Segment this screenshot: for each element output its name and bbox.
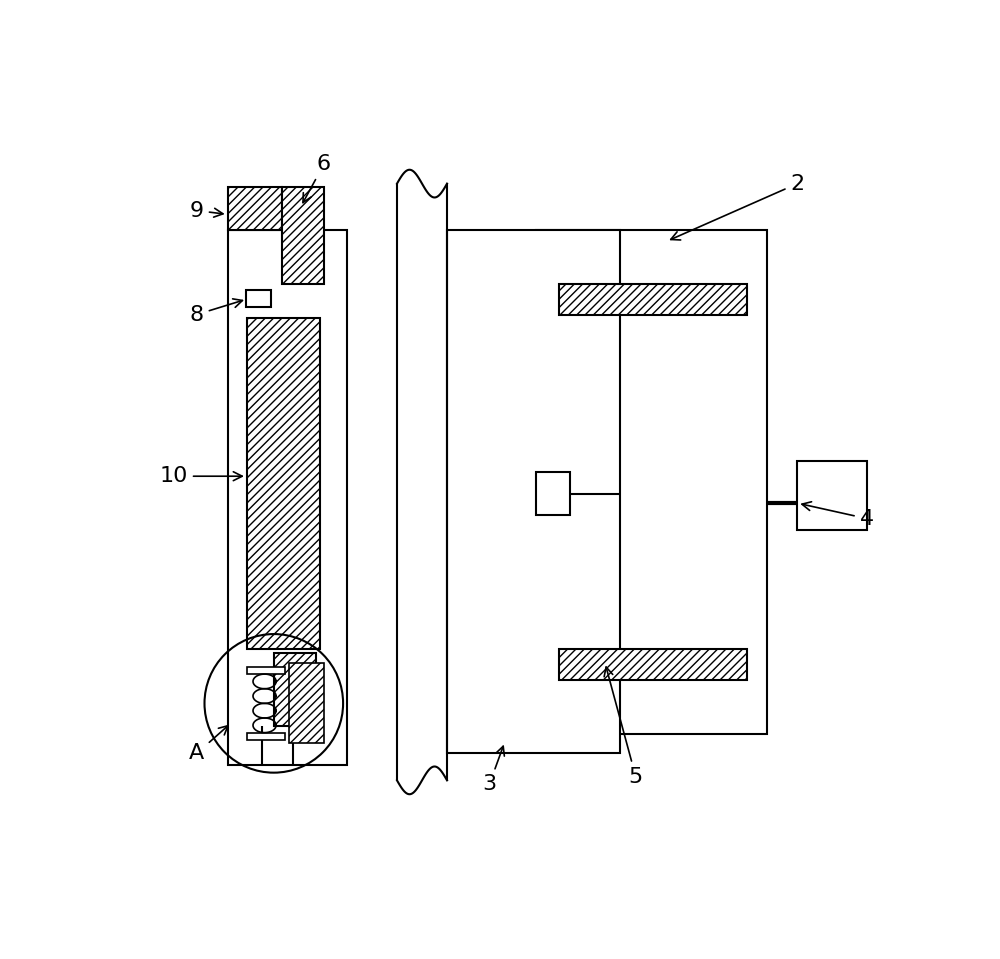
Bar (282, 187, 324, 284)
Text: 4: 4 (802, 502, 874, 528)
Text: 9: 9 (190, 200, 223, 221)
Bar (536, 230, 767, 735)
Bar (289, 664, 324, 743)
Bar (536, 473, 570, 515)
Text: 3: 3 (482, 746, 504, 794)
Bar (559, 284, 747, 315)
Text: A: A (189, 726, 228, 763)
Bar (559, 649, 747, 680)
Bar (247, 733, 285, 739)
Text: 2: 2 (671, 174, 804, 240)
Bar (246, 290, 271, 307)
Bar (228, 230, 347, 765)
Text: 6: 6 (303, 154, 331, 202)
Text: 5: 5 (604, 667, 643, 786)
Bar (447, 230, 620, 754)
Bar (247, 667, 285, 674)
Bar (797, 461, 867, 530)
Bar (247, 318, 320, 649)
Text: 8: 8 (190, 299, 242, 324)
Bar (274, 653, 316, 727)
Bar (228, 187, 282, 230)
Text: 10: 10 (160, 466, 242, 486)
